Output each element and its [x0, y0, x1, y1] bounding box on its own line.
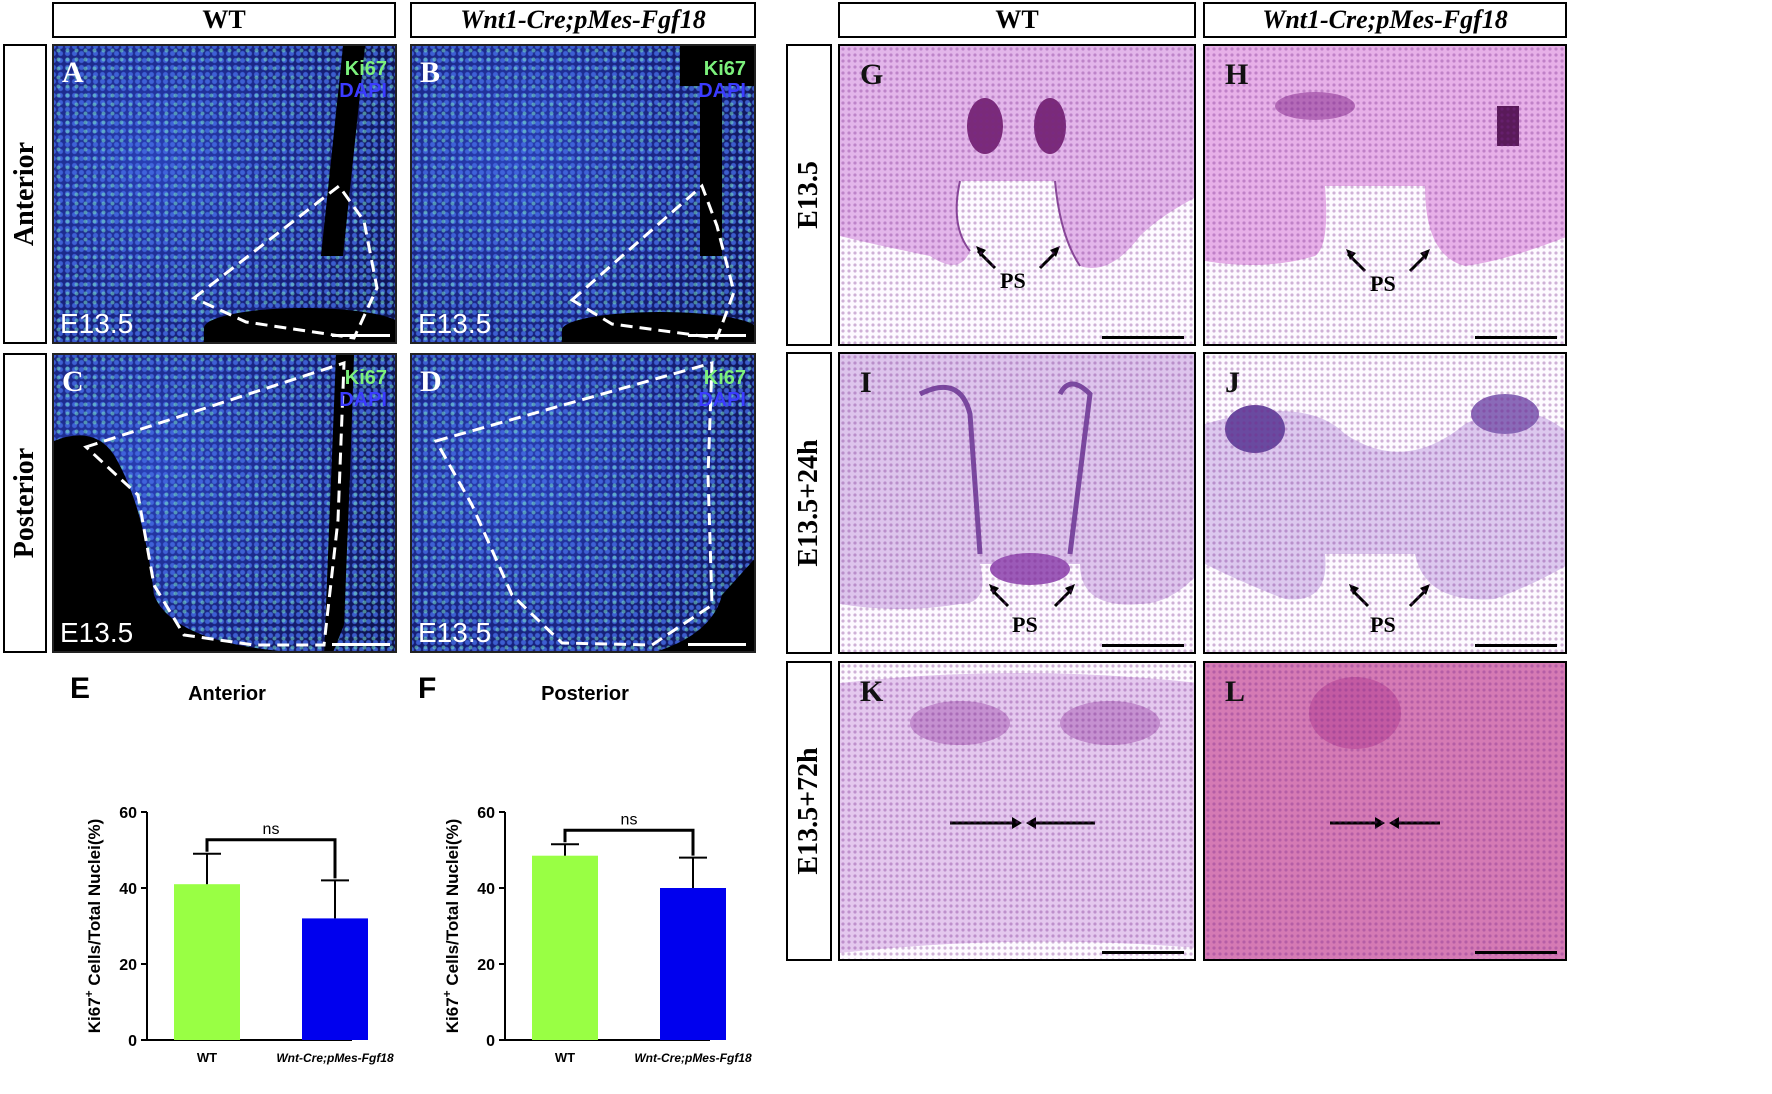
micrograph-panel-c: C Ki67 DAPI E13.5: [52, 353, 397, 653]
histology-panel-j: PS J: [1203, 352, 1567, 654]
y-tick-label: 60: [119, 805, 137, 822]
dashed-outline: [433, 360, 754, 651]
micrograph-panel-d: D Ki67 DAPI E13.5: [410, 353, 756, 653]
row-label-posterior: Posterior: [3, 353, 47, 653]
bar: [660, 888, 726, 1040]
y-axis-label: Ki67+ Cells/Total Nuclei(%): [440, 819, 462, 1034]
significance-label: ns: [621, 811, 638, 828]
significance-bracket: [563, 828, 695, 856]
panel-letter: J: [1225, 366, 1240, 399]
bar: [532, 855, 598, 1040]
panel-letter: G: [860, 58, 884, 91]
panel-letter: D: [420, 365, 442, 398]
scale-bar: [1102, 336, 1184, 339]
chart-title: Anterior: [188, 683, 266, 705]
histology-panel-h: PS H: [1203, 44, 1567, 346]
panel-letter: K: [860, 675, 884, 708]
panel-letter: H: [1225, 58, 1249, 91]
x-tick-label: Wnt-Cre;pMes-Fgf18: [634, 1051, 752, 1065]
micrograph-panel-a: A Ki67 DAPI E13.5: [52, 44, 397, 344]
header-mutant-right: Wnt1-Cre;pMes-Fgf18: [1203, 2, 1567, 38]
y-tick-label: 0: [128, 1033, 137, 1050]
y-tick-label: 0: [486, 1033, 495, 1050]
row-label-e13-5: E13.5: [786, 44, 832, 346]
dashed-outline: [191, 183, 379, 340]
row-label-e13-5-24h: E13.5+24h: [786, 352, 832, 654]
x-tick-label: WT: [555, 1050, 575, 1065]
chart-title: Posterior: [541, 683, 629, 705]
y-tick-label: 20: [119, 957, 137, 974]
panel-letter: A: [62, 56, 84, 89]
stain-legend: Ki67 DAPI: [698, 58, 746, 102]
panel-letter: F: [418, 672, 436, 705]
scale-bar: [332, 643, 390, 646]
age-label: E13.5: [60, 617, 134, 648]
age-label: E13.5: [418, 617, 492, 648]
chart-f: F Posterior Ki67+ Cells/Total Nuclei(%) 0 2…: [418, 672, 752, 1065]
ps-label: PS: [1000, 268, 1026, 293]
scale-bar: [332, 334, 390, 337]
age-label: E13.5: [60, 308, 134, 339]
dashed-outline: [54, 355, 354, 651]
chart-e: E Anterior Ki67+ Cells/Total Nuclei(%) 0 20…: [70, 672, 394, 1065]
row-label-e13-5-72h: E13.5+72h: [786, 661, 832, 961]
stain-legend: Ki67 DAPI: [698, 367, 746, 411]
histology-panel-g: PS G: [838, 44, 1196, 346]
scale-bar: [1102, 951, 1184, 954]
significance-bracket: [205, 838, 337, 879]
ps-label: PS: [1012, 612, 1038, 637]
histology-panel-i: PS I: [838, 352, 1196, 654]
histology-panel-l: L: [1203, 661, 1567, 961]
panel-letter: I: [860, 366, 872, 399]
header-wt-left: WT: [52, 2, 396, 38]
y-tick-label: 40: [477, 881, 495, 898]
scale-bar: [688, 643, 746, 646]
panel-letter: L: [1225, 675, 1246, 708]
scale-bar: [1475, 951, 1557, 954]
y-tick-label: 40: [119, 881, 137, 898]
scale-bar: [1475, 644, 1557, 647]
bar: [302, 918, 368, 1040]
significance-label: ns: [263, 821, 280, 838]
x-tick-label: WT: [197, 1050, 217, 1065]
row-label-anterior: Anterior: [3, 44, 47, 344]
header-mutant-left: Wnt1-Cre;pMes-Fgf18: [410, 2, 756, 38]
ps-label: PS: [1370, 271, 1396, 296]
histology-panel-k: K: [838, 661, 1196, 961]
scale-bar: [1475, 336, 1557, 339]
panel-letter: B: [420, 56, 441, 89]
panel-letter: C: [62, 365, 84, 398]
micrograph-panel-b: B Ki67 DAPI E13.5: [410, 44, 756, 344]
y-axis-label: Ki67+ Cells/Total Nuclei(%): [82, 819, 104, 1034]
stain-legend: Ki67 DAPI: [339, 58, 387, 102]
panel-letter: E: [70, 672, 90, 705]
age-label: E13.5: [418, 308, 492, 339]
ps-label: PS: [1370, 612, 1396, 637]
bar: [174, 884, 240, 1040]
dashed-outline: [569, 183, 736, 340]
y-tick-label: 20: [477, 957, 495, 974]
x-tick-label: Wnt-Cre;pMes-Fgf18: [276, 1051, 394, 1065]
stain-legend: Ki67 DAPI: [339, 367, 387, 411]
scale-bar: [1102, 644, 1184, 647]
header-wt-right: WT: [838, 2, 1196, 38]
scale-bar: [688, 334, 746, 337]
y-tick-label: 60: [477, 805, 495, 822]
